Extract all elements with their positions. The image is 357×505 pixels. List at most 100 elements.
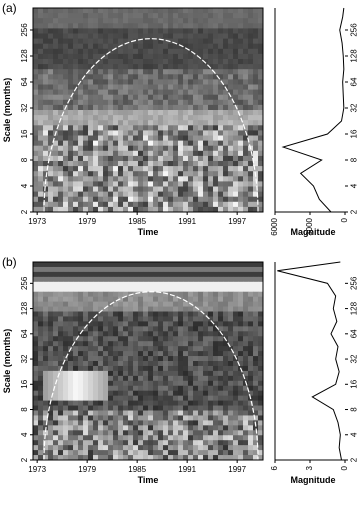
heat-cell bbox=[148, 425, 154, 431]
heat-cell bbox=[158, 23, 164, 29]
heat-cell bbox=[163, 400, 169, 406]
heat-cell bbox=[93, 266, 99, 273]
heat-cell bbox=[223, 23, 229, 29]
heat-cell bbox=[68, 296, 74, 302]
heat-cell bbox=[163, 59, 169, 65]
heat-cell bbox=[203, 94, 209, 101]
heat-cell bbox=[53, 356, 59, 362]
heat-cell bbox=[253, 18, 259, 24]
cone-of-influence bbox=[43, 291, 259, 461]
heat-cell bbox=[203, 161, 209, 167]
heat-cell bbox=[83, 370, 89, 377]
heat-cell bbox=[83, 181, 89, 187]
heat-cell bbox=[243, 326, 249, 332]
heat-cell bbox=[203, 59, 209, 65]
heat-cell bbox=[168, 155, 174, 162]
heat-cell bbox=[63, 69, 69, 75]
heat-cell bbox=[258, 43, 264, 50]
heat-cell bbox=[158, 365, 164, 372]
heat-cell bbox=[148, 64, 154, 70]
heat-cell bbox=[108, 365, 114, 372]
heat-cell bbox=[33, 145, 39, 152]
heat-cell bbox=[48, 155, 54, 162]
heat-cell bbox=[98, 48, 104, 55]
heat-cell bbox=[238, 321, 244, 327]
heat-cell bbox=[113, 430, 119, 436]
heat-cell bbox=[158, 84, 164, 90]
heat-cell bbox=[203, 405, 209, 411]
heat-cell bbox=[133, 161, 139, 167]
heat-cell bbox=[58, 262, 64, 268]
heat-cell bbox=[183, 64, 189, 70]
heat-cell bbox=[148, 130, 154, 136]
heat-cell bbox=[253, 405, 259, 411]
heat-cell bbox=[248, 365, 254, 372]
heat-cell bbox=[228, 171, 234, 177]
heat-cell bbox=[248, 380, 254, 387]
heat-cell bbox=[138, 201, 144, 208]
heat-cell bbox=[203, 311, 209, 317]
heat-cell bbox=[188, 336, 194, 342]
heat-cell bbox=[138, 390, 144, 397]
heat-cell bbox=[243, 13, 249, 19]
heat-cell bbox=[178, 262, 184, 268]
heat-cell bbox=[118, 43, 124, 50]
heat-cell bbox=[103, 375, 109, 382]
heat-cell bbox=[68, 53, 74, 60]
heat-cell bbox=[203, 440, 209, 446]
heat-cell bbox=[183, 33, 189, 39]
heat-cell bbox=[188, 291, 194, 298]
heat-cell bbox=[33, 400, 39, 406]
heat-cell bbox=[58, 455, 64, 461]
heat-cell bbox=[143, 201, 149, 208]
heat-cell bbox=[158, 425, 164, 431]
heat-cell bbox=[48, 375, 54, 382]
heat-cell bbox=[153, 311, 159, 317]
heat-cell bbox=[93, 186, 99, 192]
heat-cell bbox=[98, 196, 104, 203]
heat-cell bbox=[103, 450, 109, 456]
heat-cell bbox=[163, 130, 169, 136]
heat-cell bbox=[168, 186, 174, 192]
heat-cell bbox=[133, 331, 139, 337]
heat-cell bbox=[33, 171, 39, 177]
heat-cell bbox=[198, 435, 204, 441]
heat-cell bbox=[158, 291, 164, 298]
heat-cell bbox=[53, 286, 59, 293]
heat-cell bbox=[178, 110, 184, 116]
heat-cell bbox=[208, 186, 214, 192]
heat-cell bbox=[33, 89, 39, 96]
heat-cell bbox=[173, 400, 179, 406]
heat-cell bbox=[88, 89, 94, 96]
heat-cell bbox=[88, 94, 94, 101]
heat-cell bbox=[68, 326, 74, 332]
heat-cell bbox=[143, 380, 149, 387]
heat-cell bbox=[118, 94, 124, 101]
heat-cell bbox=[78, 271, 84, 278]
heat-cell bbox=[198, 115, 204, 121]
heat-cell bbox=[78, 176, 84, 182]
heat-cell bbox=[148, 276, 154, 283]
heat-cell bbox=[68, 104, 74, 111]
heat-cell bbox=[43, 201, 49, 208]
heat-cell bbox=[203, 336, 209, 342]
heat-cell bbox=[203, 53, 209, 60]
heat-cell bbox=[53, 271, 59, 278]
heat-cell bbox=[218, 450, 224, 456]
heat-cell bbox=[113, 53, 119, 60]
heat-cell bbox=[193, 135, 199, 141]
heat-cell bbox=[128, 266, 134, 273]
heat-cell bbox=[198, 18, 204, 24]
heat-cell bbox=[113, 405, 119, 411]
heat-cell bbox=[158, 64, 164, 70]
heat-cell bbox=[38, 291, 44, 298]
heat-cell bbox=[103, 155, 109, 162]
heat-cell bbox=[133, 400, 139, 406]
heat-cell bbox=[178, 445, 184, 451]
heat-cell bbox=[143, 155, 149, 162]
heat-cell bbox=[93, 430, 99, 436]
heat-cell bbox=[93, 281, 99, 288]
heat-cell bbox=[238, 135, 244, 141]
heat-cell bbox=[178, 316, 184, 322]
heat-cell bbox=[193, 79, 199, 85]
